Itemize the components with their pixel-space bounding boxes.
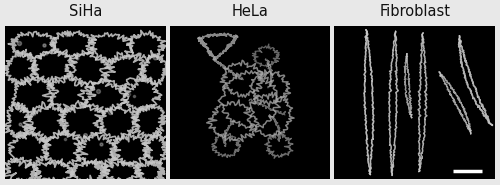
Point [61,137,69,140]
Point [20,107,28,110]
Point [30,113,38,116]
Point [72,56,80,59]
Point [42,51,50,54]
Point [40,44,48,47]
Point [14,132,22,135]
Point [106,110,114,113]
Point [64,33,72,36]
Point [126,162,134,165]
Point [16,122,24,125]
Point [62,64,70,67]
Text: Fibroblast: Fibroblast [379,4,450,18]
Point [150,56,158,59]
Text: SiHa: SiHa [68,4,102,18]
Point [80,133,88,136]
Point [130,95,138,98]
Point [125,93,133,96]
Text: HeLa: HeLa [232,4,268,18]
Point [120,94,128,97]
Point [15,42,23,45]
Point [94,90,102,93]
Point [98,143,106,146]
